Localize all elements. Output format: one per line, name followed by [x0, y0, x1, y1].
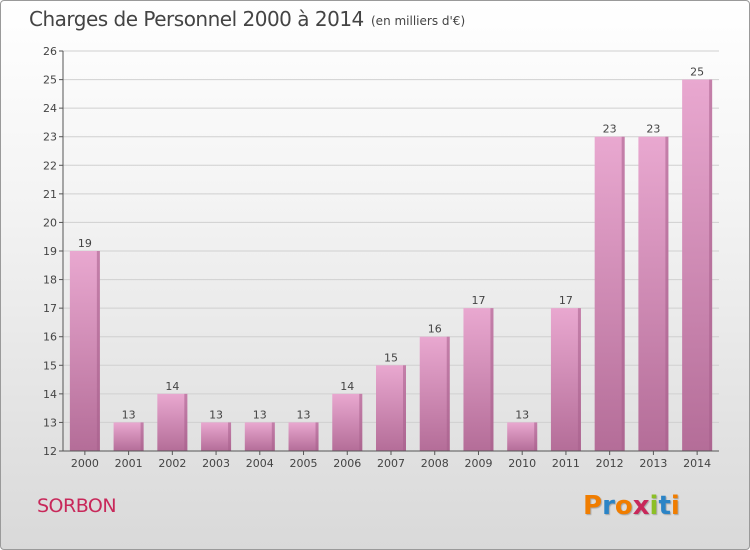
bar-shade	[490, 308, 494, 451]
y-tick-label: 17	[43, 302, 57, 315]
bar-value-label: 17	[559, 294, 573, 307]
bar-shade	[184, 393, 188, 451]
bar-shade	[140, 422, 144, 451]
x-tick-label: 2008	[421, 457, 449, 470]
y-tick-label: 12	[43, 445, 57, 458]
y-tick-label: 15	[43, 359, 57, 372]
logo-letter: o	[614, 491, 633, 521]
bar[interactable]	[157, 393, 188, 451]
x-tick-label: 2012	[596, 457, 624, 470]
x-tick-label: 2005	[290, 457, 318, 470]
bar-value-label: 13	[253, 408, 267, 421]
logo-letter: P	[583, 491, 603, 521]
bar-value-label: 13	[297, 408, 311, 421]
bar-shade	[577, 308, 581, 451]
logo-letter: t	[658, 491, 671, 521]
bar-value-label: 15	[384, 351, 398, 364]
y-tick-label: 18	[43, 274, 57, 287]
bar[interactable]	[463, 308, 494, 451]
bar-value-label: 23	[603, 123, 617, 136]
labels: 12 13 14 15 16 17 18 19 20 21 22 23 24 25 26 19 2000 13 20…	[43, 45, 711, 470]
bars	[69, 79, 713, 452]
commune-name: SORBON	[37, 495, 117, 517]
logo-letter: r	[602, 491, 615, 521]
bar-shade	[96, 251, 100, 451]
bar-value-label: 14	[165, 380, 179, 393]
x-tick-label: 2000	[71, 457, 99, 470]
x-tick-label: 2006	[333, 457, 361, 470]
bar-shade	[271, 422, 275, 451]
bar[interactable]	[288, 422, 319, 451]
bar[interactable]	[594, 136, 625, 451]
y-tick-label: 26	[43, 45, 57, 58]
bar[interactable]	[244, 422, 275, 451]
logo-letter: x	[632, 491, 650, 521]
y-tick-label: 13	[43, 416, 57, 429]
bar-shade	[228, 422, 232, 451]
bar-value-label: 23	[646, 123, 660, 136]
chart-title: Charges de Personnel 2000 à 2014	[29, 7, 364, 31]
bar-value-label: 17	[471, 294, 485, 307]
bar-shade	[446, 336, 450, 451]
y-tick-label: 14	[43, 388, 57, 401]
bar-shade	[315, 422, 319, 451]
x-tick-label: 2004	[246, 457, 274, 470]
x-tick-label: 2009	[464, 457, 492, 470]
bar[interactable]	[113, 422, 144, 451]
bar-shade	[403, 365, 406, 451]
y-tick-label: 23	[43, 131, 57, 144]
bar-value-label: 13	[122, 408, 136, 421]
y-tick-label: 16	[43, 331, 57, 344]
y-tick-label: 19	[43, 245, 57, 258]
bar-value-label: 14	[340, 380, 354, 393]
x-tick-label: 2002	[158, 457, 186, 470]
bar[interactable]	[550, 308, 581, 451]
y-tick-label: 24	[43, 102, 57, 115]
y-tick-label: 20	[43, 216, 57, 229]
x-tick-label: 2010	[508, 457, 536, 470]
x-tick-label: 2003	[202, 457, 230, 470]
bar-value-label: 13	[209, 408, 223, 421]
y-tick-label: 22	[43, 159, 57, 172]
bar-value-label: 16	[428, 323, 442, 336]
x-tick-label: 2001	[115, 457, 143, 470]
x-tick-label: 2011	[552, 457, 580, 470]
bar[interactable]	[201, 422, 232, 451]
y-tick-label: 25	[43, 74, 57, 87]
bar-value-label: 19	[78, 237, 92, 250]
x-tick-label: 2014	[683, 457, 711, 470]
x-tick-label: 2013	[639, 457, 667, 470]
bar[interactable]	[332, 393, 363, 451]
bar[interactable]	[682, 79, 713, 452]
bar[interactable]	[638, 136, 669, 451]
bar-shade	[534, 422, 538, 451]
chart-subtitle: (en milliers d'€)	[371, 14, 466, 28]
x-tick-label: 2007	[377, 457, 405, 470]
bar-value-label: 25	[690, 66, 704, 79]
bar[interactable]	[507, 422, 538, 451]
logo-letter: i	[670, 491, 680, 521]
logo-letter: i	[649, 491, 659, 521]
bar[interactable]	[69, 251, 100, 451]
y-tick-label: 21	[43, 188, 57, 201]
bar-shade	[621, 136, 625, 451]
bar-value-label: 13	[515, 408, 529, 421]
axes	[59, 50, 719, 455]
proxiti-logo[interactable]: Proxiti	[583, 491, 680, 521]
bar[interactable]	[419, 336, 450, 451]
bar-shade	[709, 79, 713, 452]
bar-shade	[359, 393, 363, 451]
bar-shade	[665, 136, 669, 451]
bar[interactable]	[376, 365, 406, 451]
